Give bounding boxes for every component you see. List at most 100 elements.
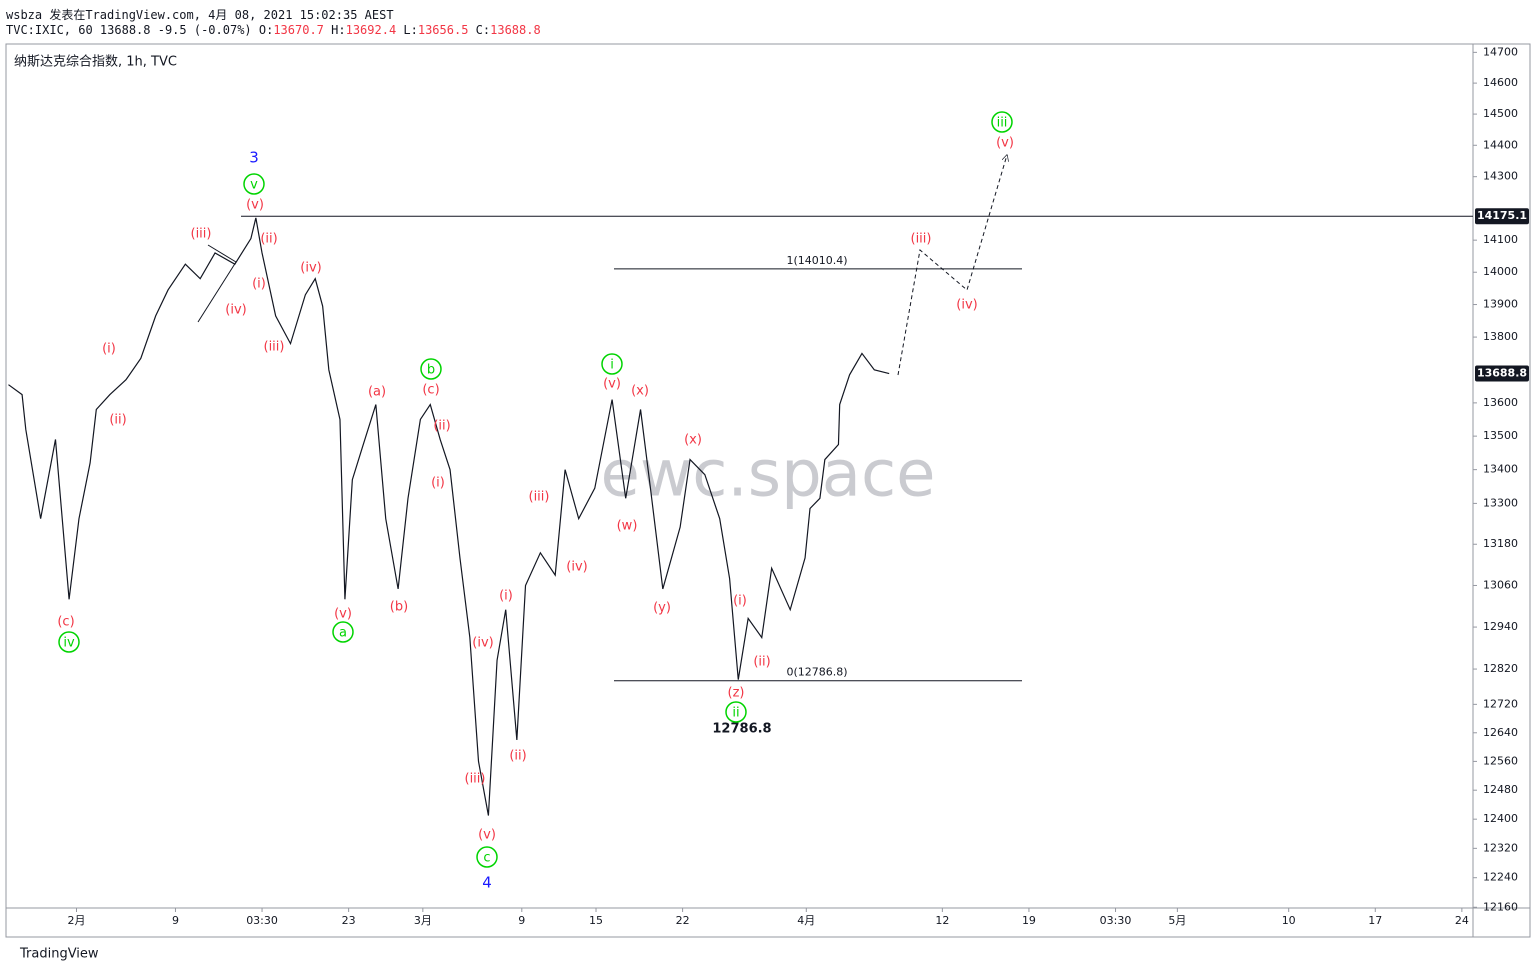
ohlc-key: L: (403, 23, 418, 37)
ohlc-value: 13692.4 (345, 23, 397, 37)
wave-circle (243, 173, 265, 195)
wave-label: (ii) (509, 749, 526, 764)
y-tick-label: 12160 (1483, 900, 1518, 913)
x-tick-label: 9 (172, 914, 179, 927)
wave-label: (w) (617, 519, 638, 534)
wave-label: (x) (684, 433, 702, 448)
wave-circle (420, 358, 442, 380)
ohlc-value: 13656.5 (417, 23, 469, 37)
x-tick-label: 9 (518, 914, 525, 927)
wave-label: (v) (478, 828, 496, 843)
wave-label: (ii) (260, 232, 277, 247)
wave-circle (601, 353, 623, 375)
x-tick-label: 19 (1022, 914, 1036, 927)
wave-label: (a) (368, 385, 386, 400)
fib-label: 0(12786.8) (786, 666, 847, 679)
wave-label: (iv) (472, 636, 493, 651)
price-badge (1475, 365, 1529, 382)
wave-circle (476, 846, 498, 868)
wave-label: (iii) (264, 340, 285, 355)
projection (897, 155, 1007, 376)
x-tick-label: 17 (1368, 914, 1382, 927)
low-label: 12786.8 (712, 722, 771, 737)
price-badge-label: 14175.1 (1477, 209, 1527, 222)
wave-label: (ii) (109, 413, 126, 428)
x-tick-label: 03:30 (1100, 914, 1132, 927)
y-tick-label: 12400 (1483, 812, 1518, 825)
author-line: wsbza 发表在TradingView.com, 4月 08, 2021 15… (6, 8, 394, 22)
triangle-line (197, 261, 237, 323)
y-tick-label: 13800 (1483, 330, 1518, 343)
frame (5, 43, 1531, 938)
footer-brand: TradingView (19, 947, 99, 962)
ohlc-key: H: (331, 23, 346, 37)
x-tick-label: 12 (935, 914, 949, 927)
wave-circle (58, 631, 80, 653)
x-tick-label: 5月 (1168, 914, 1186, 927)
y-tick-label: 12480 (1483, 783, 1518, 796)
x-tick-label: 3月 (414, 914, 432, 927)
y-tick-label: 14000 (1483, 265, 1518, 278)
y-tick-label: 13060 (1483, 578, 1518, 591)
wave-label: (v) (334, 607, 352, 622)
wave-label: (i) (733, 594, 747, 609)
x-tick-label: 23 (342, 914, 356, 927)
price-badge-label: 13688.8 (1477, 367, 1527, 380)
ohlc-value: 13670.7 (273, 23, 324, 37)
wave-label: (ii) (433, 419, 450, 434)
wave-label: (iv) (225, 303, 246, 318)
y-tick-label: 14600 (1483, 76, 1518, 89)
wave-label: (v) (996, 136, 1014, 151)
wave-label: (i) (499, 589, 513, 604)
quote-line: TVC:IXIC, 60 13688.8 -9.5 (-0.07%) O:136… (6, 23, 541, 37)
wave-label: iii (997, 116, 1008, 131)
wave-label: (iii) (191, 227, 212, 242)
watermark: ewc.space (601, 438, 936, 512)
triangle-line (207, 244, 237, 263)
wave-label: 4 (482, 874, 492, 892)
wave-label: (i) (102, 342, 116, 357)
wave-label: (i) (431, 476, 445, 491)
wave-label: (iv) (956, 298, 977, 313)
y-tick-label: 12560 (1483, 754, 1518, 767)
wave-label: (i) (252, 277, 266, 292)
y-tick-label: 13180 (1483, 537, 1518, 550)
y-tick-label: 12640 (1483, 726, 1518, 739)
y-tick-label: 14700 (1483, 45, 1518, 58)
wave-label: (iii) (911, 232, 932, 247)
y-tick-label: 13400 (1483, 463, 1518, 476)
ohlc-value: 13688.8 (490, 23, 541, 37)
y-tick-label: 13300 (1483, 496, 1518, 509)
wave-label: (v) (603, 377, 621, 392)
y-tick-label: 14100 (1483, 233, 1518, 246)
y-tick-label: 13500 (1483, 429, 1518, 442)
y-tick-label: 12940 (1483, 620, 1518, 633)
x-tick-label: 2月 (68, 914, 86, 927)
wave-circle (725, 701, 747, 723)
x-tick-label: 10 (1282, 914, 1296, 927)
fib-label: 1(14010.4) (786, 254, 847, 267)
wave-label: (c) (422, 383, 439, 398)
wave-label: (z) (728, 686, 745, 701)
y-tick-label: 13600 (1483, 396, 1518, 409)
wave-label: (y) (653, 601, 671, 616)
ohlc: O:13670.7 H:13692.4 L:13656.5 C:13688.8 (252, 23, 541, 37)
wave-label: v (250, 178, 258, 193)
x-tick-label: 03:30 (246, 914, 278, 927)
wave-label: (c) (57, 615, 74, 630)
wave-label: (ii) (753, 655, 770, 670)
y-tick-label: 12240 (1483, 871, 1518, 884)
y-tick-label: 14500 (1483, 107, 1518, 120)
y-tick-label: 14400 (1483, 138, 1518, 151)
wave-label: a (339, 626, 347, 641)
x-tick-label: 4月 (797, 914, 815, 927)
y-tick-label: 14300 (1483, 170, 1518, 183)
x-tick-label: 15 (589, 914, 603, 927)
wave-label: ii (732, 706, 739, 721)
y-tick-label: 12720 (1483, 697, 1518, 710)
wave-label: iv (63, 636, 75, 651)
ohlc-key: O: (258, 23, 274, 37)
y-tick-label: 12320 (1483, 841, 1518, 854)
